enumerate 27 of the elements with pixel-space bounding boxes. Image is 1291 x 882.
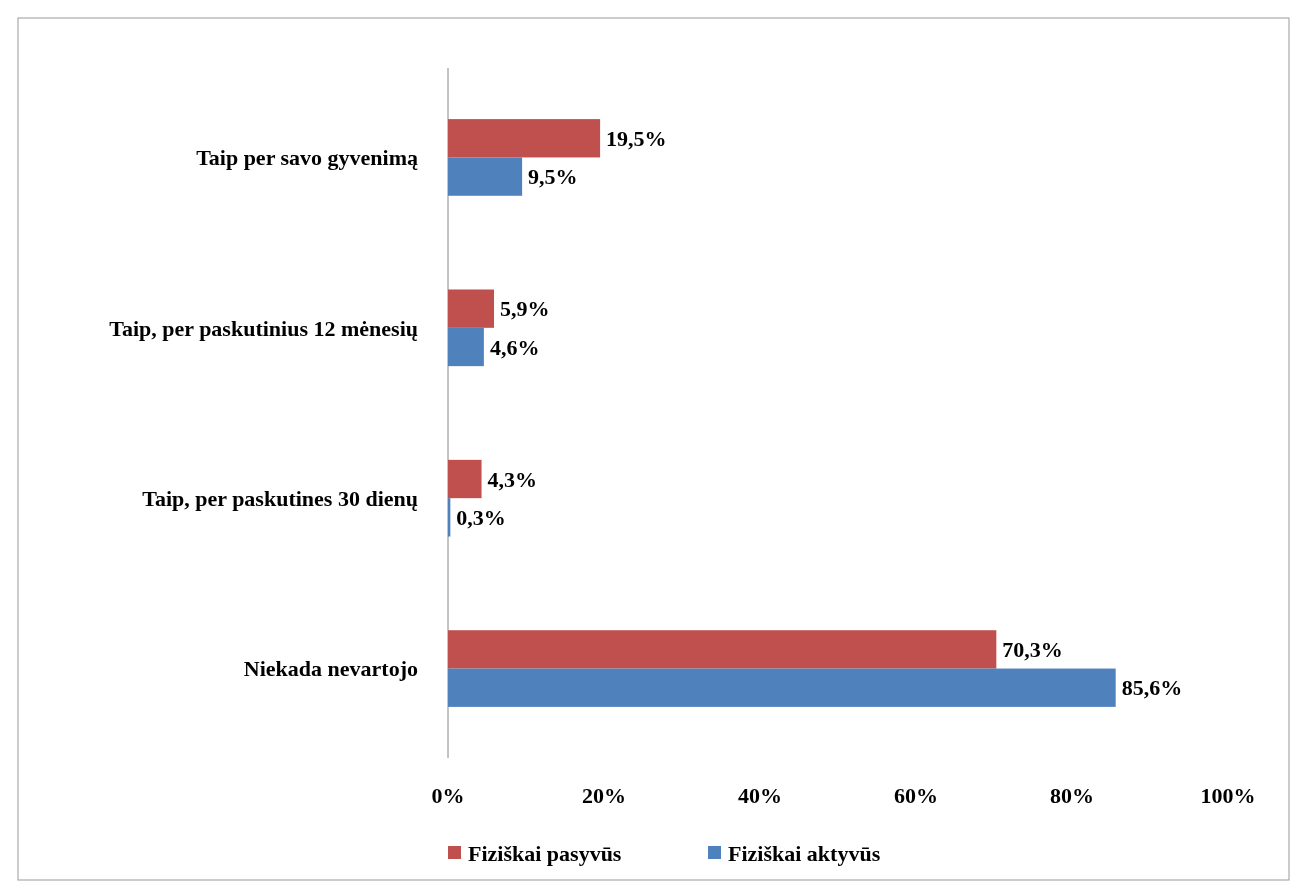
data-label: 85,6% xyxy=(1121,675,1183,701)
y-tick-label: Niekada nevartojo xyxy=(243,656,418,682)
data-label: 4,3% xyxy=(487,466,538,492)
bar xyxy=(448,289,495,328)
bar xyxy=(448,327,484,367)
data-label: 19,5% xyxy=(606,125,667,151)
x-tick-label: 40% xyxy=(738,783,782,808)
x-tick-label: 0% xyxy=(431,783,465,808)
y-tick-label: Taip per savo gyvenimą xyxy=(196,145,418,171)
x-tick-label: 60% xyxy=(894,783,938,808)
data-label: 4,6% xyxy=(489,334,540,360)
x-tick-label: 100% xyxy=(1200,783,1256,808)
legend-label: Fiziškai aktyvūs xyxy=(728,840,881,866)
data-label: 9,5% xyxy=(528,164,578,190)
y-tick-label: Taip, per paskutines 30 dienų xyxy=(142,485,418,511)
bar xyxy=(448,630,997,669)
x-tick-label: 80% xyxy=(1050,783,1094,808)
data-label: 0,3% xyxy=(456,505,506,531)
x-tick-label: 20% xyxy=(582,783,626,808)
bar xyxy=(448,668,1116,707)
data-label: 70,3% xyxy=(1002,637,1063,663)
y-tick-label: Taip, per paskutinius 12 mėnesių xyxy=(109,315,418,341)
bar xyxy=(448,157,523,196)
data-label: 5,9% xyxy=(500,296,550,322)
bar xyxy=(448,459,482,499)
legend-label: Fiziškai pasyvūs xyxy=(468,840,622,866)
bar xyxy=(448,119,601,158)
